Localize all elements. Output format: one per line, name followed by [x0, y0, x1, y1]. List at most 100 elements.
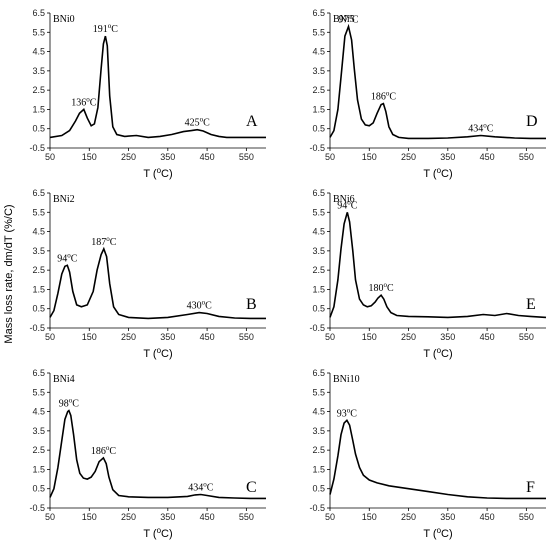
y-tick-label: 6.5	[32, 368, 45, 378]
x-tick-label: 150	[362, 512, 377, 522]
y-tick-label: 6.5	[312, 368, 325, 378]
y-tick-label: -0.5	[29, 503, 45, 513]
panel-F: -0.5 0.5 1.5 2.5 3.5 4.5 5.5 6.5 50 150 250 350 450 5…	[309, 368, 546, 540]
x-tick-label: 550	[519, 152, 534, 162]
y-tick-label: 2.5	[312, 85, 325, 95]
dtg-curve	[329, 418, 546, 500]
y-tick-label: 0.5	[312, 484, 325, 494]
y-tick-label: 6.5	[312, 188, 325, 198]
y-tick-label: 4.5	[312, 47, 325, 57]
x-tick-label: 350	[440, 332, 455, 342]
sample-name: BNi0	[53, 14, 75, 25]
y-tick-label: -0.5	[29, 323, 45, 333]
y-tick-label: 0.5	[312, 124, 325, 134]
y-tick-label: 3.5	[32, 246, 45, 256]
peak-label: 180oC	[368, 281, 394, 294]
panel-letter: F	[526, 479, 535, 496]
x-tick-label: 450	[200, 512, 215, 522]
y-tick-label: 1.5	[312, 464, 325, 474]
y-tick-label: 2.5	[312, 265, 325, 275]
x-tick-label: 50	[45, 512, 55, 522]
sample-name: BNi5	[333, 14, 355, 25]
y-tick-label: 1.5	[32, 104, 45, 114]
y-tick-label: 3.5	[32, 66, 45, 76]
x-tick-label: 250	[401, 512, 416, 522]
y-tick-label: -0.5	[309, 503, 325, 513]
x-axis-label: T (oC)	[423, 526, 452, 540]
panel-D: -0.5 0.5 1.5 2.5 3.5 4.5 5.5 6.5 50 150 250 350 450 5…	[309, 8, 546, 180]
y-tick-label: 3.5	[312, 246, 325, 256]
x-tick-label: 450	[480, 332, 495, 342]
dtg-curve	[329, 212, 547, 319]
x-tick-label: 150	[362, 152, 377, 162]
x-tick-label: 250	[401, 332, 416, 342]
x-tick-label: 550	[519, 512, 534, 522]
x-tick-label: 450	[200, 332, 215, 342]
panel-letter: C	[246, 479, 257, 496]
y-tick-label: 1.5	[312, 104, 325, 114]
y-tick-label: 5.5	[312, 207, 325, 217]
x-axis-label: T (oC)	[143, 346, 172, 360]
panel-letter: A	[246, 113, 258, 130]
y-tick-label: 5.5	[312, 387, 325, 397]
peak-label: 136oC	[71, 95, 97, 108]
dtg-curve	[49, 246, 266, 320]
x-tick-label: 250	[401, 152, 416, 162]
x-tick-label: 350	[160, 332, 175, 342]
y-tick-label: -0.5	[309, 143, 325, 153]
y-tick-label: 2.5	[32, 445, 45, 455]
x-tick-label: 550	[239, 152, 254, 162]
x-tick-label: 150	[362, 332, 377, 342]
y-tick-label: 6.5	[312, 8, 325, 18]
y-tick-label: 3.5	[32, 426, 45, 436]
x-axis-label: T (oC)	[423, 346, 452, 360]
sample-name: BNi6	[333, 194, 355, 205]
x-tick-label: 550	[239, 332, 254, 342]
y-tick-label: 5.5	[312, 27, 325, 37]
x-tick-label: 50	[325, 152, 335, 162]
peak-label: 94oC	[57, 251, 78, 264]
y-tick-label: 1.5	[32, 464, 45, 474]
peak-label: 98oC	[59, 397, 80, 410]
y-tick-label: 2.5	[32, 85, 45, 95]
x-tick-label: 50	[325, 512, 335, 522]
x-tick-label: 150	[82, 332, 97, 342]
y-tick-label: 5.5	[32, 207, 45, 217]
y-axis-label: Mass loss rate, dm/dT (%/C)	[3, 204, 15, 343]
peak-label: 434oC	[468, 121, 494, 134]
y-tick-label: 0.5	[32, 304, 45, 314]
peak-label: 430oC	[187, 299, 213, 312]
y-tick-label: 0.5	[312, 304, 325, 314]
peak-label: 186oC	[371, 90, 397, 103]
x-axis-label: T (oC)	[143, 166, 172, 180]
y-tick-label: 2.5	[32, 265, 45, 275]
peak-label: 425oC	[185, 116, 211, 129]
panel-E: -0.5 0.5 1.5 2.5 3.5 4.5 5.5 6.5 50 150 250 350 450 5…	[309, 188, 547, 360]
x-axis-label: T (oC)	[143, 526, 172, 540]
peak-label: 93oC	[337, 406, 358, 419]
peak-label: 94oC	[337, 198, 358, 211]
y-tick-label: 4.5	[32, 47, 45, 57]
y-tick-label: 0.5	[32, 124, 45, 134]
x-tick-label: 50	[45, 152, 55, 162]
x-tick-label: 150	[82, 512, 97, 522]
y-tick-label: 5.5	[32, 387, 45, 397]
y-tick-label: -0.5	[29, 143, 45, 153]
y-tick-label: 4.5	[32, 227, 45, 237]
sample-name: BNi2	[53, 194, 75, 205]
panel-letter: B	[246, 296, 257, 313]
y-tick-label: 1.5	[312, 284, 325, 294]
x-tick-label: 50	[45, 332, 55, 342]
x-tick-label: 250	[121, 152, 136, 162]
y-tick-label: 5.5	[32, 27, 45, 37]
y-tick-label: -0.5	[309, 323, 325, 333]
peak-label: 191oC	[93, 22, 119, 35]
x-tick-label: 250	[121, 332, 136, 342]
peak-label: 187oC	[91, 235, 117, 248]
peak-label: 186oC	[91, 444, 117, 457]
panel-A: -0.5 0.5 1.5 2.5 3.5 4.5 5.5 6.5 50 150 250 350 450 5…	[29, 8, 266, 180]
peak-label: 97oC	[338, 13, 359, 26]
dtg-curve	[49, 409, 266, 500]
y-tick-label: 4.5	[312, 227, 325, 237]
